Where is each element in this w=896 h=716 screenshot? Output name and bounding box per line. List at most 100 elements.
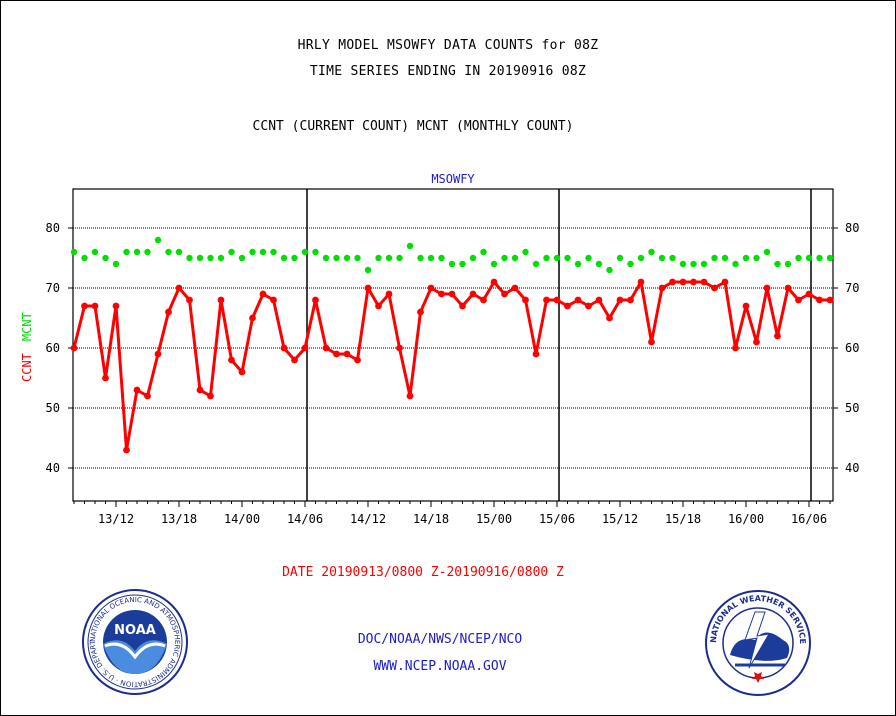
data-point-mcnt xyxy=(774,260,781,268)
data-point-ccnt xyxy=(679,278,687,286)
data-point-mcnt xyxy=(763,248,771,256)
data-point-mcnt xyxy=(417,254,424,262)
data-point-ccnt xyxy=(438,290,445,298)
chart-title-line2: TIME SERIES ENDING IN 20190916 08Z xyxy=(309,64,587,79)
data-point-ccnt xyxy=(396,344,403,352)
data-point-ccnt xyxy=(658,284,666,292)
x-tick-label: 13/18 xyxy=(161,512,197,526)
data-point-ccnt xyxy=(123,446,130,454)
data-point-ccnt xyxy=(501,290,508,298)
data-point-ccnt xyxy=(627,296,634,304)
data-point-ccnt xyxy=(522,296,529,304)
data-point-mcnt xyxy=(522,248,529,256)
data-point-mcnt xyxy=(112,260,120,268)
data-point-mcnt xyxy=(70,248,78,256)
data-point-ccnt xyxy=(270,296,277,304)
data-point-mcnt xyxy=(627,260,634,268)
data-point-ccnt xyxy=(259,290,267,298)
data-point-mcnt xyxy=(690,260,697,268)
data-point-ccnt xyxy=(417,308,424,316)
data-point-ccnt xyxy=(333,350,340,358)
data-point-mcnt xyxy=(511,254,519,262)
website-link[interactable]: WWW.NCEP.NOAA.GOV xyxy=(373,659,507,674)
data-point-ccnt xyxy=(826,296,834,304)
x-tick-label: 15/12 xyxy=(602,512,638,526)
data-point-ccnt xyxy=(690,278,697,286)
data-point-ccnt xyxy=(207,392,214,400)
x-tick-label: 14/00 xyxy=(224,512,260,526)
data-point-ccnt xyxy=(133,386,141,394)
data-point-mcnt xyxy=(154,236,162,244)
data-point-ccnt xyxy=(102,374,109,382)
data-point-mcnt xyxy=(322,254,330,262)
x-tick-label: 16/06 xyxy=(791,512,827,526)
data-point-ccnt xyxy=(616,296,624,304)
data-point-mcnt xyxy=(679,260,687,268)
y-tick-label-left: 80 xyxy=(46,221,60,235)
chart-subtitle: CCNT (CURRENT COUNT) MCNT (MONTHLY COUNT… xyxy=(252,119,574,134)
data-point-mcnt xyxy=(375,254,382,262)
data-point-ccnt xyxy=(238,368,246,376)
y-tick-label-right: 70 xyxy=(845,281,859,295)
data-point-mcnt xyxy=(448,260,456,268)
data-point-ccnt xyxy=(585,302,592,310)
y-tick-label-left: 70 xyxy=(46,281,60,295)
x-tick-label: 14/06 xyxy=(287,512,323,526)
data-point-ccnt xyxy=(354,356,361,364)
data-point-mcnt xyxy=(732,260,739,268)
data-point-ccnt xyxy=(312,296,319,304)
data-point-ccnt xyxy=(112,302,120,310)
data-point-mcnt xyxy=(553,254,561,262)
y-tick-label-left: 50 xyxy=(46,401,60,415)
data-point-mcnt xyxy=(826,254,834,262)
org-label: DOC/NOAA/NWS/NCEP/NCO xyxy=(357,632,523,647)
data-point-mcnt xyxy=(784,260,792,268)
data-point-ccnt xyxy=(228,356,235,364)
data-point-mcnt xyxy=(312,248,319,256)
data-point-ccnt xyxy=(595,296,603,304)
x-tick-label: 16/00 xyxy=(728,512,764,526)
data-point-mcnt xyxy=(658,254,666,262)
data-point-ccnt xyxy=(784,284,792,292)
data-point-mcnt xyxy=(469,254,477,262)
data-point-mcnt xyxy=(396,254,403,262)
date-range-label: DATE 20190913/0800 Z-20190916/0800 Z xyxy=(282,565,564,580)
data-point-mcnt xyxy=(301,248,309,256)
data-point-mcnt xyxy=(238,254,246,262)
data-point-ccnt xyxy=(291,356,298,364)
data-point-mcnt xyxy=(165,248,172,256)
data-point-mcnt xyxy=(259,248,267,256)
data-point-ccnt xyxy=(81,302,88,310)
data-point-ccnt xyxy=(406,392,414,400)
data-point-ccnt xyxy=(343,350,351,358)
data-point-mcnt xyxy=(438,254,445,262)
data-point-mcnt xyxy=(333,254,340,262)
data-point-mcnt xyxy=(270,248,277,256)
chart-title-line1: HRLY MODEL MSOWFY DATA COUNTS for 08Z xyxy=(297,38,599,53)
data-point-mcnt xyxy=(753,254,760,262)
noaa-logo: NATIONAL OCEANIC AND ATMOSPHERIC ADMINIS… xyxy=(82,589,188,695)
data-point-mcnt xyxy=(123,248,130,256)
noaa-logo-text: NOAA xyxy=(114,623,156,638)
nws-logo: NATIONAL WEATHER SERVICE xyxy=(705,590,811,696)
data-point-ccnt xyxy=(175,284,183,292)
data-point-mcnt xyxy=(207,254,214,262)
x-tick-label: 13/12 xyxy=(98,512,134,526)
y-tick-label-right: 40 xyxy=(845,461,859,475)
data-point-ccnt xyxy=(217,296,225,304)
data-point-mcnt xyxy=(637,254,645,262)
data-point-mcnt xyxy=(196,254,204,262)
data-point-mcnt xyxy=(595,260,603,268)
data-point-ccnt xyxy=(805,290,813,298)
data-point-mcnt xyxy=(585,254,592,262)
data-point-mcnt xyxy=(133,248,141,256)
data-point-ccnt xyxy=(448,290,456,298)
data-point-mcnt xyxy=(291,254,298,262)
data-point-ccnt xyxy=(532,350,540,358)
data-point-mcnt xyxy=(228,248,235,256)
data-point-mcnt xyxy=(700,260,708,268)
data-point-mcnt xyxy=(249,248,256,256)
data-point-ccnt xyxy=(543,296,550,304)
data-point-mcnt xyxy=(406,242,414,250)
